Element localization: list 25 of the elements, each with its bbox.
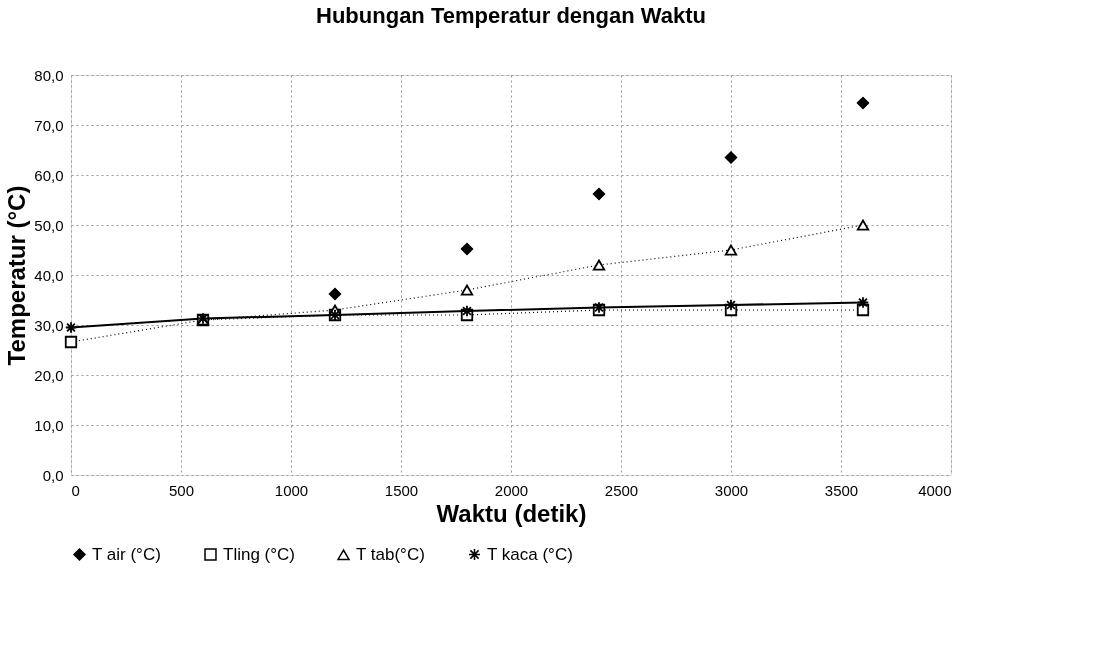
y-tick-label: 30,0 <box>34 316 64 334</box>
legend-label: T kaca (°C) <box>487 544 573 564</box>
legend-label: T air (°C) <box>92 544 161 564</box>
y-axis-title: Temperatur (°C) <box>3 185 31 366</box>
x-tick-label: 2000 <box>494 481 529 499</box>
y-tick-label: 60,0 <box>34 166 64 184</box>
y-tick-label: 0,0 <box>42 466 64 484</box>
legend-label: Tling (°C) <box>223 544 295 564</box>
x-tick-label: 4000 <box>918 481 952 499</box>
y-tick-label: 50,0 <box>34 216 64 234</box>
legend-label: T tab(°C) <box>356 544 425 564</box>
x-tick-label: 1500 <box>384 481 419 499</box>
x-tick-label: 1000 <box>274 481 309 499</box>
y-tick-label: 20,0 <box>34 366 64 384</box>
x-tick-label: 3000 <box>714 481 749 499</box>
y-tick-label: 10,0 <box>34 416 64 434</box>
y-tick-label: 40,0 <box>34 266 64 284</box>
x-tick-label: 0 <box>71 481 80 499</box>
x-tick-label: 2500 <box>604 481 639 499</box>
x-axis-title: Waktu (detik) <box>436 499 587 527</box>
chart-title: Hubungan Temperatur dengan Waktu <box>316 3 706 28</box>
y-tick-label: 70,0 <box>34 116 64 134</box>
y-tick-label: 80,0 <box>34 66 64 84</box>
x-tick-label: 3500 <box>824 481 859 499</box>
x-tick-label: 500 <box>168 481 195 499</box>
